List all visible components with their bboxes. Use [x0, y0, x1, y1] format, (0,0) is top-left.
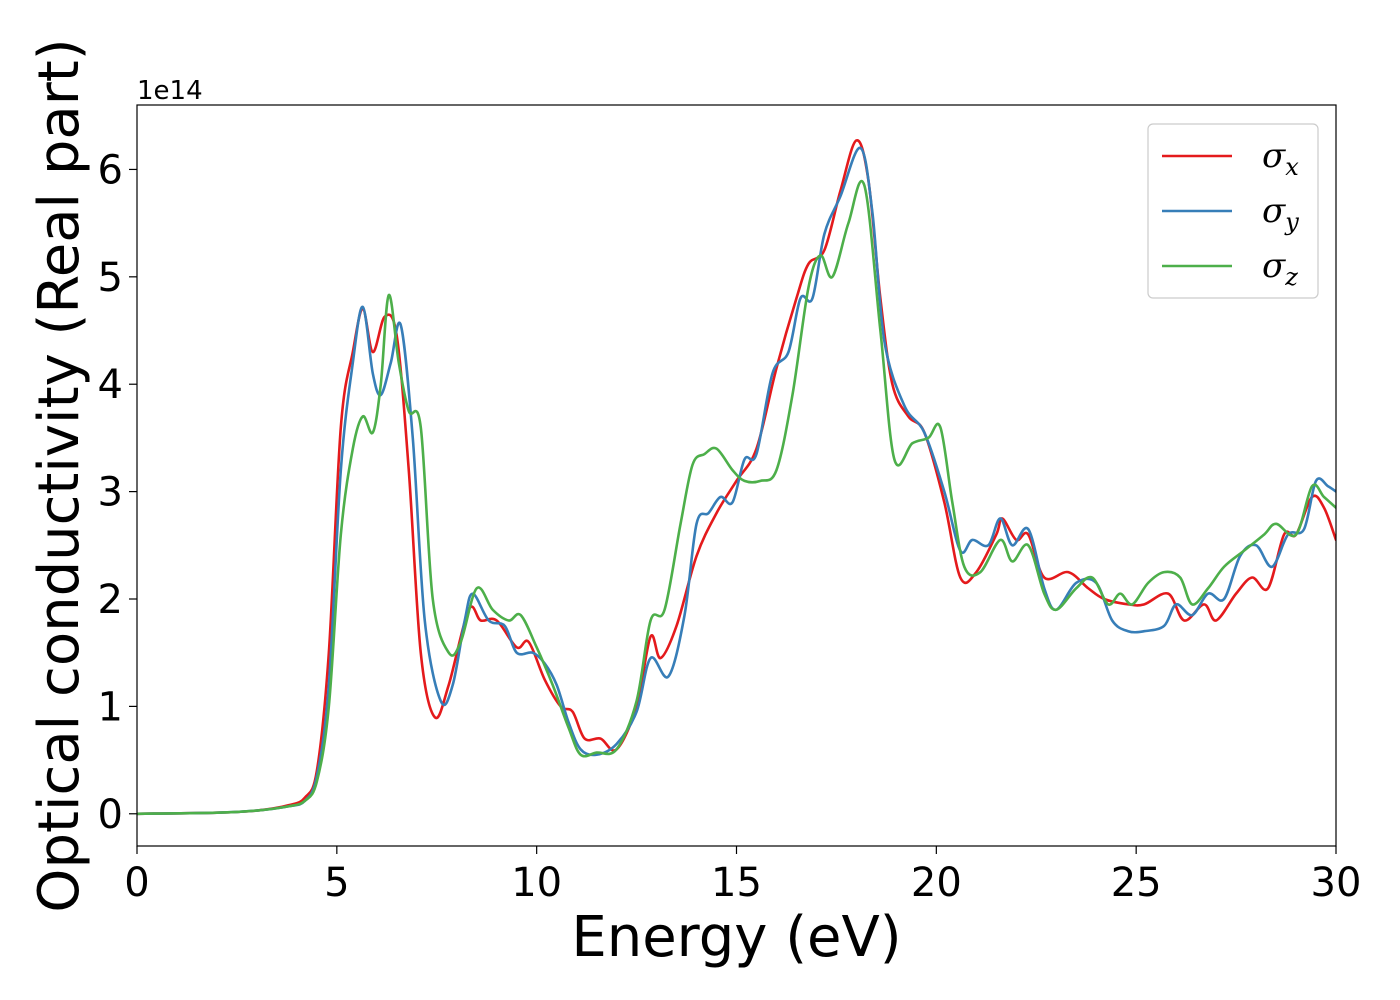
y-tick-label: 4	[98, 362, 123, 408]
y-tick-label: 3	[98, 470, 123, 516]
legend-label-y: σy	[1262, 191, 1299, 236]
y-tick-label: 5	[98, 255, 123, 301]
legend-label-z: σz	[1262, 246, 1298, 291]
x-tick-label: 15	[711, 860, 762, 906]
y-axis-ticks: 0 1 2 3 4 5 6	[98, 147, 137, 838]
x-axis-ticks: 0 5 10 15 20 25 30	[124, 846, 1361, 906]
x-tick-label: 10	[511, 860, 562, 906]
series-line-y	[137, 146, 1336, 816]
legend-box	[1147, 123, 1319, 299]
series-line-z	[137, 180, 1336, 816]
legend: σx σy σz	[1147, 123, 1319, 299]
x-tick-label: 5	[324, 860, 349, 906]
y-tick-label: 0	[98, 792, 123, 838]
y-offset-label: 1e14	[137, 76, 203, 106]
y-axis-label: Optical conductivity (Real part)	[27, 38, 92, 912]
x-tick-label: 0	[124, 860, 149, 906]
y-tick-label: 6	[98, 147, 123, 193]
x-tick-label: 20	[911, 860, 962, 906]
y-tick-label: 1	[98, 684, 123, 730]
y-tick-label: 2	[98, 577, 123, 623]
x-axis-label: Energy (eV)	[571, 905, 901, 970]
legend-label-x: σx	[1262, 136, 1299, 181]
plot-lines	[137, 139, 1336, 816]
x-tick-label: 30	[1311, 860, 1362, 906]
x-tick-label: 25	[1111, 860, 1162, 906]
